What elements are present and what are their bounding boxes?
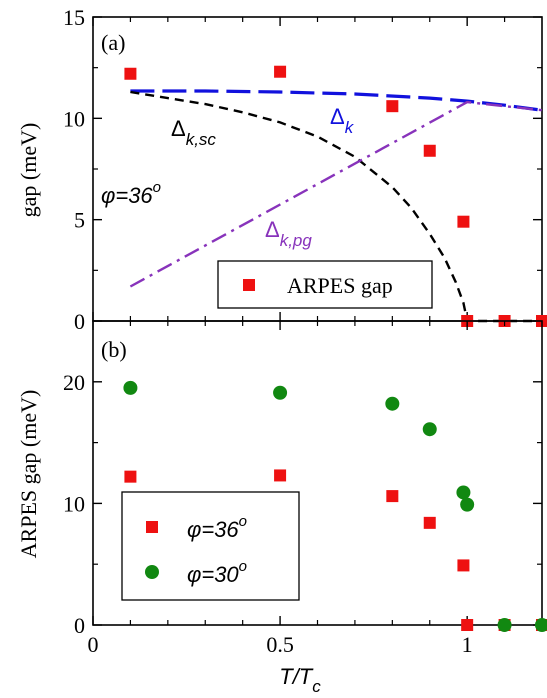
panel-b-label: (b) (101, 337, 127, 362)
panel-b-y-axis-title: ARPES gap (meV) (16, 390, 41, 559)
delta-k-label: Δk (330, 104, 355, 137)
legend-phi-36-superscript: o (239, 513, 247, 530)
panel-b-y-tick-label: 10 (63, 491, 85, 516)
phi-36-point (423, 516, 436, 529)
phi-30-point (273, 385, 288, 400)
arpes-gap-point (274, 65, 287, 78)
panel-b-y-tick-label: 20 (63, 370, 85, 395)
phi-30-point (385, 396, 400, 411)
panel-b-y-tick-label: 0 (74, 613, 85, 638)
phi-36-point (461, 619, 474, 631)
delta-subscript: k,pg (280, 231, 313, 250)
x-axis-title-main: T/T (279, 664, 314, 689)
panel-a-y-tick-label: 15 (63, 5, 85, 30)
delta-k-pg-line (129, 100, 543, 288)
phi-36-point (274, 469, 287, 482)
panel-a-y-tick-label: 10 (63, 106, 85, 131)
delta-subscript: k (345, 118, 355, 137)
x-axis-title-subscript: c (312, 677, 321, 696)
legend-phi-30-text: φ=30 (187, 562, 239, 587)
phi-30-point (497, 618, 512, 632)
phi-30-point (456, 485, 471, 500)
arpes-gap-point (386, 100, 399, 113)
legend-phi-36-text: φ=36 (187, 517, 239, 542)
arpes-gap-point (423, 144, 436, 157)
panel-b-x-tick-label: 1 (462, 632, 473, 657)
arpes-gap-point (124, 67, 137, 80)
panel-a-y-tick-label: 0 (74, 309, 85, 334)
panel-a-y-axis-title: gap (meV) (16, 123, 41, 218)
legend-phi-36-marker (146, 521, 158, 533)
phi-36-point (386, 490, 399, 503)
x-axis-title: T/Tc (279, 664, 321, 696)
delta-k-pg-label: Δk,pg (265, 217, 312, 250)
legend-phi-30-marker (145, 565, 159, 579)
legend-arpes-gap-marker (243, 279, 255, 291)
panel-a-label: (a) (101, 30, 125, 55)
phi-30-point (422, 422, 437, 437)
panel-b-legend (121, 491, 300, 601)
legend-phi-30-superscript: o (239, 558, 247, 575)
phi-30-point (460, 497, 475, 512)
legend-phi-30-label: φ=30o (187, 558, 247, 587)
phi-36-superscript: o (153, 179, 161, 196)
phi-36-text: φ=36 (101, 183, 153, 208)
phi-36-point (457, 559, 470, 572)
phi-36-annotation: φ=36o (101, 179, 161, 208)
delta-subscript: k,sc (186, 130, 217, 149)
delta-symbol: Δ (265, 217, 280, 242)
panel-b-x-tick-label: 0 (88, 632, 99, 657)
delta-k-sc-line (130, 90, 542, 323)
phi-36-point (124, 470, 137, 483)
delta-k-sc-label: Δk,sc (171, 116, 216, 149)
arpes-gap-point (457, 215, 470, 228)
panel-a-y-tick-label: 5 (74, 208, 85, 233)
panel-b-x-tick-label: 0.5 (266, 632, 294, 657)
legend-phi-36-label: φ=36o (187, 513, 247, 542)
delta-symbol: Δ (330, 104, 345, 129)
phi-30-point (535, 618, 547, 632)
phi-30-point (123, 380, 138, 395)
delta-symbol: Δ (171, 116, 186, 141)
legend-arpes-gap-label: ARPES gap (287, 273, 393, 298)
